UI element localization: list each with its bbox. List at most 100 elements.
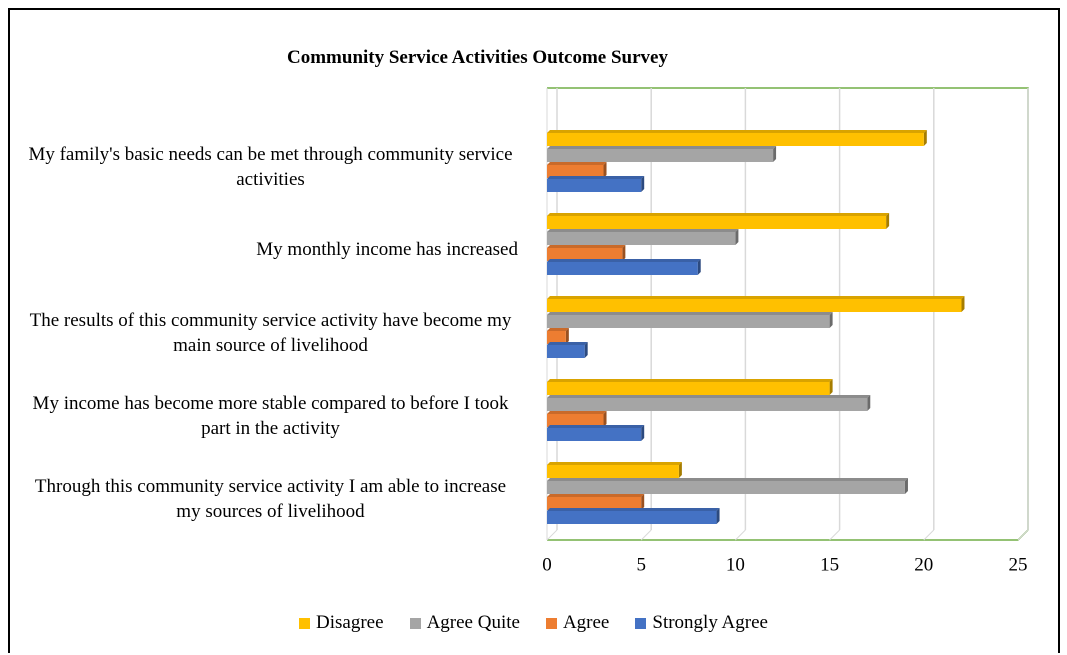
bar-side-face xyxy=(641,494,645,510)
legend-swatch xyxy=(635,617,647,629)
bar xyxy=(547,511,717,524)
bar-side-face xyxy=(584,342,588,358)
legend-item: Strongly Agree xyxy=(635,612,768,634)
bar-top-face xyxy=(547,395,871,398)
legend-label: Strongly Agree xyxy=(652,612,768,633)
bar-side-face xyxy=(735,229,739,245)
category-text: The results of this community service ac… xyxy=(29,309,512,356)
bar-side-face xyxy=(904,478,908,494)
bar xyxy=(547,497,642,510)
bar-side-face xyxy=(641,425,645,441)
bar-top-face xyxy=(547,328,569,331)
bar xyxy=(547,382,830,395)
bar xyxy=(547,262,698,275)
bar-top-face xyxy=(547,259,701,262)
bar-top-face xyxy=(547,296,965,299)
bar-top-face xyxy=(547,425,645,428)
bar-side-face xyxy=(565,328,569,344)
legend: Disagree Agree Quite Agree Strongly Agree xyxy=(0,612,1067,634)
bar xyxy=(547,345,585,358)
bar-side-face xyxy=(829,379,833,395)
x-tick-label: 0 xyxy=(542,554,552,575)
x-tick xyxy=(640,529,652,541)
bar xyxy=(547,315,830,328)
bar xyxy=(547,248,623,261)
plot-floor xyxy=(547,529,1029,541)
x-tick xyxy=(546,529,558,541)
x-tick-label: 10 xyxy=(726,554,745,575)
legend-swatch xyxy=(409,617,421,629)
bar xyxy=(547,165,604,178)
category-label: Through this community service activity … xyxy=(20,457,518,540)
bar-side-face xyxy=(603,411,607,427)
legend-label: Agree xyxy=(562,612,610,633)
category-text: Through this community service activity … xyxy=(34,475,507,522)
bar-top-face xyxy=(547,494,645,497)
legend-swatch xyxy=(299,617,311,629)
bar-top-face xyxy=(547,146,777,149)
category-text: My monthly income has increased xyxy=(256,239,518,260)
bar-side-face xyxy=(961,296,965,312)
x-tick-label: 25 xyxy=(1009,554,1028,575)
x-tick-label: 15 xyxy=(820,554,839,575)
x-tick xyxy=(1017,529,1029,541)
x-tick-label: 5 xyxy=(636,554,646,575)
bar-side-face xyxy=(603,162,607,178)
bar-top-face xyxy=(547,478,908,481)
legend-swatch xyxy=(545,617,557,629)
bar-side-face xyxy=(622,245,626,261)
chart-frame xyxy=(8,8,1060,653)
bar-side-face xyxy=(923,130,927,146)
bar-top-face xyxy=(547,379,833,382)
bar xyxy=(547,299,962,312)
bar-top-face xyxy=(547,245,626,248)
bar-top-face xyxy=(547,462,682,465)
chart-title: Community Service Activities Outcome Sur… xyxy=(287,47,668,68)
category-label: The results of this community service ac… xyxy=(20,291,518,374)
bar-side-face xyxy=(773,146,777,162)
bar-top-face xyxy=(547,229,739,232)
legend-item: Disagree xyxy=(299,612,384,634)
bar-top-face xyxy=(547,411,607,414)
bar-side-face xyxy=(886,213,890,229)
bar-side-face xyxy=(716,508,720,524)
bar-top-face xyxy=(547,342,588,345)
bar xyxy=(547,133,924,146)
bar xyxy=(547,179,642,192)
bar-side-face xyxy=(829,312,833,328)
x-tick xyxy=(923,529,935,541)
category-label: My income has become more stable compare… xyxy=(20,374,518,457)
bar xyxy=(547,331,566,344)
bar-top-face xyxy=(547,176,645,179)
bar xyxy=(547,398,868,411)
legend-item: Agree xyxy=(545,612,610,634)
bar-side-face xyxy=(867,395,871,411)
category-text: My family's basic needs can be met throu… xyxy=(28,143,513,190)
bar-side-face xyxy=(641,176,645,192)
category-text: My income has become more stable compare… xyxy=(32,392,509,439)
bar xyxy=(547,465,679,478)
bar-top-face xyxy=(547,130,927,133)
category-label: My monthly income has increased xyxy=(20,208,518,291)
legend-item: Agree Quite xyxy=(409,612,520,634)
bar-side-face xyxy=(678,462,682,478)
bar-top-face xyxy=(547,508,720,511)
category-label: My family's basic needs can be met throu… xyxy=(20,125,518,208)
legend-label: Agree Quite xyxy=(426,612,520,633)
x-tick-label: 20 xyxy=(914,554,933,575)
bar xyxy=(547,481,905,494)
legend-label: Disagree xyxy=(316,612,384,633)
bar-side-face xyxy=(697,259,701,275)
bar xyxy=(547,232,736,245)
bar xyxy=(547,414,604,427)
bar-top-face xyxy=(547,312,833,315)
bar xyxy=(547,428,642,441)
bar xyxy=(547,149,774,162)
bar-top-face xyxy=(547,162,607,165)
bar-top-face xyxy=(547,213,890,216)
x-tick xyxy=(735,529,746,541)
x-tick xyxy=(829,529,840,541)
bar xyxy=(547,216,887,229)
